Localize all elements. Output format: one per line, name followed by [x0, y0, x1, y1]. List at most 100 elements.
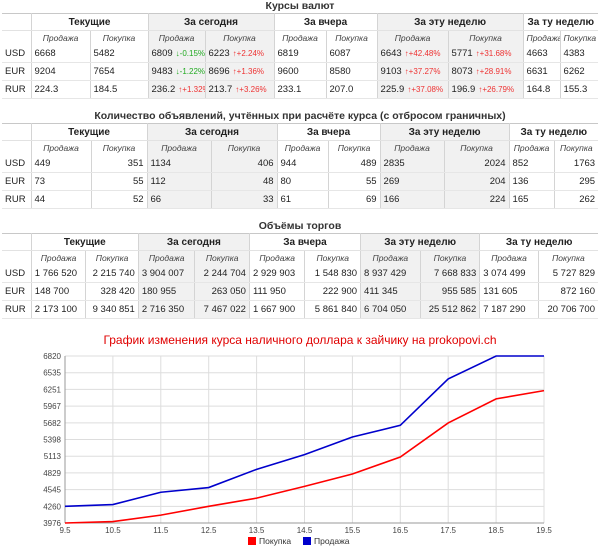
- sell-subheader: Продажа: [380, 140, 445, 155]
- table-row: EUR 73 55 112 48 80 55 269 204 136 295: [2, 172, 599, 191]
- buy-subheader: Покупка: [211, 140, 278, 155]
- table-row: RUR224.3184.5236.2↑+1.32%213.7↑+3.26%233…: [2, 80, 599, 99]
- currency-code: RUR: [2, 190, 32, 209]
- buy-subheader: Покупка: [448, 30, 524, 45]
- group-header: За эту неделю: [377, 13, 524, 31]
- value-cell: 66: [147, 190, 212, 209]
- rate-cell: 4663: [523, 45, 561, 63]
- y-tick-label: 5398: [43, 436, 61, 445]
- rate-cell: 9483 ↓-1.22%: [148, 62, 206, 81]
- legend-label: Покупка: [259, 536, 291, 546]
- rate-value: 5482: [93, 48, 115, 59]
- value-cell: 224: [444, 190, 510, 209]
- x-tick-label: 17.5: [440, 526, 456, 535]
- value-cell: 955 585: [420, 282, 481, 301]
- value-cell: 872 160: [538, 282, 598, 301]
- value-cell: 165: [509, 190, 555, 209]
- rate-value: 6087: [329, 48, 351, 59]
- table-row: RUR 44 52 66 33 61 69 166 224 165 262: [2, 190, 599, 209]
- value-cell: 351: [91, 155, 148, 173]
- ads-table: Текущие За сегодня За вчера За эту неделю За…: [2, 123, 599, 209]
- group-header: За сегодня: [138, 233, 250, 251]
- sell-subheader: Продажа: [147, 140, 212, 155]
- rate-cell: 9103 ↑+37.27%: [377, 62, 449, 81]
- sell-subheader: Продажа: [249, 250, 306, 265]
- value-cell: 1 548 830: [304, 265, 362, 283]
- value-cell: 148 700: [31, 282, 87, 301]
- x-tick-label: 19.5: [536, 526, 552, 535]
- value-cell: 6 704 050: [360, 300, 421, 319]
- group-header: За эту неделю: [360, 233, 481, 251]
- y-tick-label: 6535: [43, 369, 61, 378]
- rate-cell: 164.8: [523, 80, 561, 99]
- rate-cell: 233.1: [274, 80, 327, 99]
- rate-value: 9103: [380, 66, 402, 77]
- rate-value: 236.2: [151, 84, 176, 95]
- sell-subheader: Продажа: [509, 140, 555, 155]
- buy-subheader: Покупка: [420, 250, 481, 265]
- rate-cell: 207.0: [326, 80, 378, 99]
- rate-cell: 6819: [274, 45, 327, 63]
- sell-subheader: Продажа: [479, 250, 539, 265]
- value-cell: 55: [328, 172, 381, 191]
- rate-cell: 184.5: [90, 80, 149, 99]
- rate-change: ↑+3.26%: [235, 85, 267, 94]
- group-header: За вчера: [249, 233, 362, 251]
- group-header: За ту неделю: [523, 13, 599, 31]
- rate-value: 6223: [208, 48, 230, 59]
- group-header: За ту неделю: [509, 123, 599, 141]
- value-cell: 1763: [554, 155, 599, 173]
- value-cell: 2 173 100: [31, 300, 87, 319]
- rate-value: 225.9: [380, 84, 405, 95]
- table-row: USD 449 351 1134 406 944 489 2835 2024 852 1763: [2, 155, 599, 173]
- y-tick-label: 4260: [43, 502, 61, 511]
- value-cell: 3 074 499: [479, 265, 539, 283]
- buy-subheader: Покупка: [444, 140, 510, 155]
- sell-subheader: Продажа: [31, 250, 87, 265]
- corner-cell: [2, 13, 32, 31]
- y-tick-label: 4829: [43, 469, 61, 478]
- rate-change: ↑+31.68%: [475, 49, 512, 58]
- value-cell: 411 345: [360, 282, 421, 301]
- corner-cell: [2, 233, 32, 251]
- value-cell: 7 668 833: [420, 265, 481, 283]
- series-line-1: [64, 355, 544, 508]
- value-cell: 449: [31, 155, 92, 173]
- value-cell: 7 467 022: [194, 300, 250, 319]
- rate-cell: 9600: [274, 62, 327, 81]
- y-tick-label: 3976: [43, 519, 61, 528]
- currency-code: EUR: [2, 282, 32, 301]
- sell-subheader: Продажа: [31, 30, 91, 45]
- rate-cell: 236.2↑+1.32%: [148, 80, 206, 99]
- rate-change: ↑+42.48%: [404, 49, 441, 58]
- rate-change: ↑+2.24%: [232, 49, 265, 58]
- group-header: Текущие: [31, 123, 148, 141]
- value-cell: 52: [91, 190, 148, 209]
- volume-block: Объёмы торгов Текущие За сегодня За вчера З…: [2, 220, 598, 319]
- rate-cell: 5482: [90, 45, 149, 63]
- value-cell: 111 950: [249, 282, 306, 301]
- x-tick-label: 18.5: [488, 526, 504, 535]
- currency-code: RUR: [2, 300, 32, 319]
- volume-table: Текущие За сегодня За вчера За эту неделю За…: [2, 233, 598, 319]
- value-cell: 1 667 900: [249, 300, 306, 319]
- value-cell: 112: [147, 172, 212, 191]
- value-cell: 9 340 851: [85, 300, 139, 319]
- rate-value: 7654: [93, 66, 115, 77]
- rate-value: 8580: [329, 66, 351, 77]
- rate-value: 196.9: [451, 84, 476, 95]
- y-tick-label: 5682: [43, 419, 61, 428]
- rate-change: ↓-0.15%: [175, 49, 206, 58]
- buy-subheader: Покупка: [194, 250, 250, 265]
- rate-cell: 224.3: [31, 80, 91, 99]
- sell-subheader: Продажа: [377, 30, 449, 45]
- value-cell: 2835: [380, 155, 445, 173]
- buy-subheader: Покупка: [560, 143, 593, 153]
- value-cell: 55: [91, 172, 148, 191]
- value-cell: 2 716 350: [138, 300, 196, 319]
- legend-label: Продажа: [314, 536, 350, 546]
- value-cell: 204: [444, 172, 510, 191]
- sell-subheader: Продажа: [148, 30, 206, 45]
- value-cell: 166: [380, 190, 445, 209]
- legend-swatch: [303, 537, 311, 545]
